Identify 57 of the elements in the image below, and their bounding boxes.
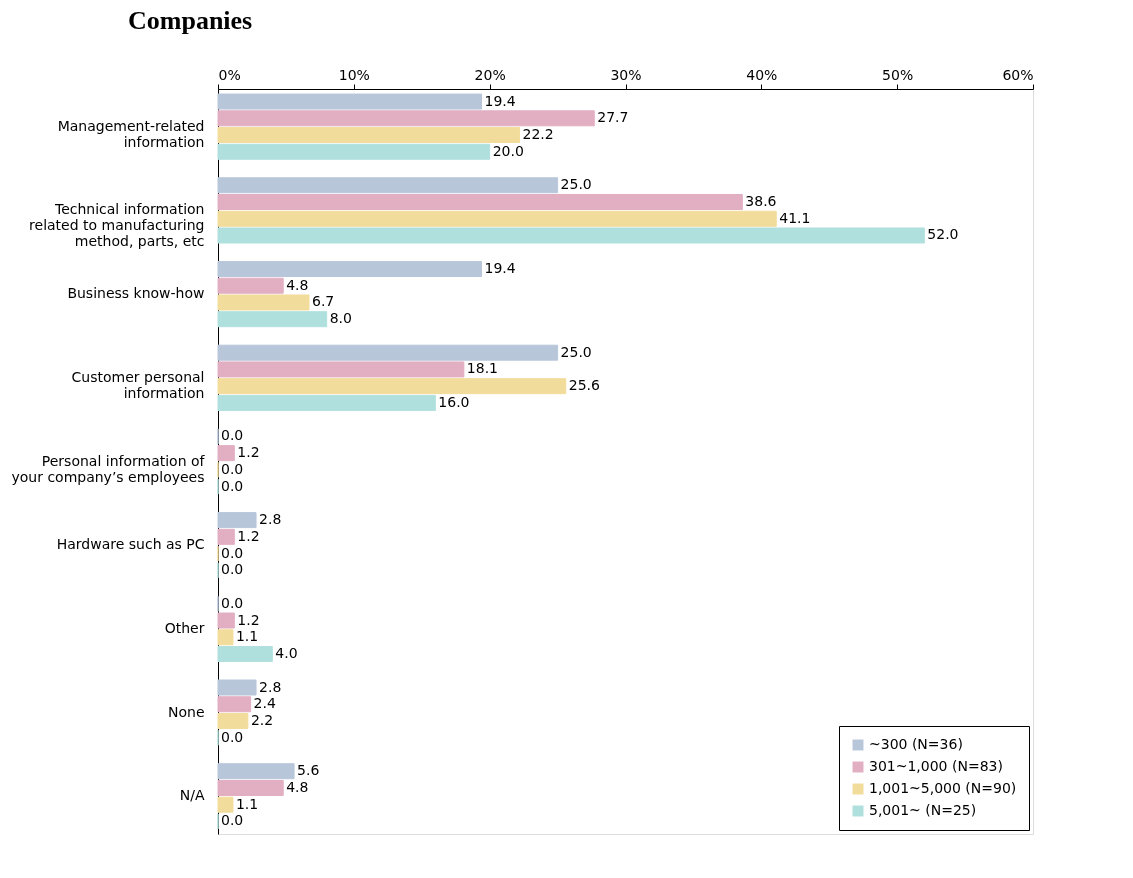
data-label: 0.0 — [221, 460, 244, 477]
data-label: 25.0 — [560, 343, 592, 360]
data-label: 2.2 — [250, 711, 274, 728]
data-label: 0.0 — [221, 728, 244, 745]
chart-title: Companies — [128, 6, 253, 35]
data-label: 38.6 — [745, 193, 777, 210]
x-tick-label: 60% — [1002, 66, 1034, 83]
data-label: 1.2 — [237, 527, 260, 544]
data-label: 22.2 — [522, 126, 554, 143]
x-tick-label: 40% — [746, 66, 778, 83]
data-label: 19.4 — [484, 92, 516, 109]
data-label: 0.0 — [221, 427, 244, 444]
x-tick-label: 20% — [474, 66, 506, 83]
y-tick-label: Management-related information — [57, 117, 205, 150]
data-label: 25.0 — [560, 176, 592, 193]
x-tick-label: 50% — [882, 66, 914, 83]
data-label: 4.0 — [275, 645, 298, 662]
legend-label: 5,001~ (N=25) — [869, 802, 977, 818]
data-label: 41.1 — [779, 209, 811, 226]
data-label: 2.8 — [259, 678, 282, 695]
legend-label: 1,001~5,000 (N=90) — [869, 780, 1017, 796]
data-label: 52.0 — [927, 226, 959, 243]
data-label: 16.0 — [438, 393, 470, 410]
x-tick-label: 30% — [610, 66, 642, 83]
data-label: 5.6 — [297, 762, 320, 779]
data-label: 27.7 — [597, 109, 629, 126]
y-tick-label: Hardware such as PC — [56, 536, 205, 553]
y-tick-label: Technical information related to manufacturing method, parts, etc — [29, 201, 205, 250]
data-label: 4.8 — [286, 778, 309, 795]
x-tick-label: 0% — [218, 66, 241, 83]
data-label: 0.0 — [221, 477, 244, 494]
data-label: 1.2 — [237, 444, 260, 461]
data-label: 0.0 — [221, 544, 244, 561]
data-label: 1.1 — [235, 795, 259, 812]
data-label: 6.7 — [312, 293, 335, 310]
y-tick-label: None — [167, 703, 205, 720]
legend-label: ~300 (N=36) — [869, 736, 963, 752]
data-label: 0.0 — [221, 594, 244, 611]
y-tick-label: N/A — [179, 787, 205, 804]
y-tick-label: Business know-how — [67, 285, 205, 302]
data-label: 25.6 — [568, 377, 600, 394]
y-tick-label: Customer personal information — [71, 368, 205, 401]
y-tick-label: Other — [164, 619, 205, 636]
data-label: 19.4 — [484, 259, 516, 276]
data-label: 1.1 — [235, 628, 259, 645]
y-tick-label: Personal information of your company’s employees — [11, 452, 206, 485]
x-tick-label: 10% — [338, 66, 370, 83]
data-label: 2.4 — [253, 695, 276, 712]
data-label: 18.1 — [466, 360, 499, 377]
data-label: 0.0 — [221, 561, 244, 578]
data-label: 4.8 — [286, 276, 309, 293]
data-label: 8.0 — [329, 310, 352, 327]
legend-label: 301~1,000 (N=83) — [869, 758, 1003, 774]
data-label: 2.8 — [259, 511, 282, 528]
data-label: 20.0 — [492, 142, 524, 159]
data-label: 0.0 — [221, 812, 244, 829]
data-label: 1.2 — [237, 611, 260, 628]
